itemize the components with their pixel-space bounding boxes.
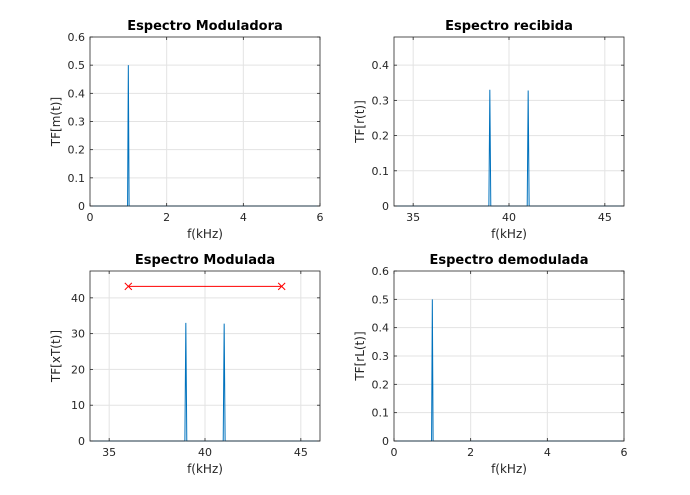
chart-title-moduladora: Espectro Moduladora [127,19,283,34]
y-tick-label: 0.5 [372,293,390,306]
x-tick-label: 0 [391,446,398,459]
x-tick-label: 4 [240,211,247,224]
y-tick-label: 0.1 [372,407,390,420]
x-tick-label: 2 [163,211,170,224]
y-tick-label: 0.1 [372,165,390,178]
chart-title-demodulada: Espectro demodulada [430,253,589,268]
chart-title-modulada: Espectro Modulada [135,253,275,268]
x-tick-label: 6 [317,211,324,224]
y-tick-label: 0 [78,200,85,213]
chart-title-recibida: Espectro recibida [445,19,573,34]
x-tick-label: 40 [502,211,516,224]
y-tick-label: 40 [71,292,85,305]
y-axis-label-demodulada: TF[rL(t)] [353,331,367,381]
y-tick-label: 0.4 [372,59,390,72]
x-tick-label: 35 [406,211,420,224]
x-axis-label-moduladora: f(kHz) [187,227,223,241]
marker-stroke [277,282,286,291]
y-axis-label-modulada: TF[xT(t)] [49,330,63,383]
x-tick-label: 45 [598,211,612,224]
y-axis-label-moduladora: TF[m(t)] [49,97,63,147]
y-tick-label: 0.4 [372,322,390,335]
y-tick-label: 10 [71,399,85,412]
x-axis-label-demodulada: f(kHz) [491,462,527,476]
x-tick-label: 45 [294,446,308,459]
y-tick-label: 0.2 [372,130,390,143]
y-tick-label: 0.3 [68,116,86,129]
x-tick-label: 0 [87,211,94,224]
y-axis-label-recibida: TF[r(t)] [353,100,367,144]
plot-demodulada: 0 2 4 6 0 0.1 0.2 0.3 0.4 0.5 0.6 Espectro demodula… [353,253,628,476]
marker-stroke [124,282,133,291]
data-point-marker [277,282,286,291]
y-tick-label: 0.3 [372,350,390,363]
data-point-marker [124,282,133,291]
y-tick-label: 20 [71,363,85,376]
x-tick-label: 40 [198,446,212,459]
y-tick-label: 0.3 [372,94,390,107]
y-tick-label: 0.2 [68,144,86,157]
y-tick-label: 0.1 [68,172,86,185]
x-axis-label-recibida: f(kHz) [491,227,527,241]
y-tick-label: 0 [382,200,389,213]
y-tick-label: 30 [71,328,85,341]
plot-recibida: 35 40 45 0 0.1 0.2 0.3 0.4 Espectro recibida f(kH… [353,19,625,241]
y-tick-label: 0.4 [68,87,86,100]
y-tick-label: 0 [78,435,85,448]
y-tick-label: 0.6 [68,31,86,44]
x-tick-label: 4 [544,446,551,459]
plot-modulada: 35 40 45 0 10 20 30 40 Espectro Modulada f(kHz) TF… [49,253,321,476]
y-tick-label: 0 [382,435,389,448]
x-tick-label: 2 [467,446,474,459]
x-tick-label: 35 [102,446,116,459]
x-tick-label: 6 [621,446,628,459]
plot-moduladora: 0 2 4 6 0 0.1 0.2 0.3 0.4 0.5 0.6 Espectro Modulado… [49,19,324,241]
y-tick-label: 0.6 [372,265,390,278]
y-tick-label: 0.2 [372,378,390,391]
y-tick-label: 0.5 [68,59,86,72]
x-axis-label-modulada: f(kHz) [187,462,223,476]
